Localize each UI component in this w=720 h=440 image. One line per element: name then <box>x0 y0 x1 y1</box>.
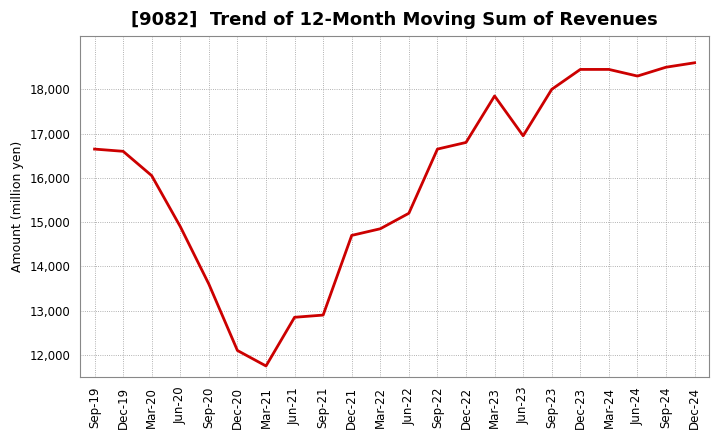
Y-axis label: Amount (million yen): Amount (million yen) <box>11 141 24 272</box>
Title: [9082]  Trend of 12-Month Moving Sum of Revenues: [9082] Trend of 12-Month Moving Sum of R… <box>131 11 658 29</box>
